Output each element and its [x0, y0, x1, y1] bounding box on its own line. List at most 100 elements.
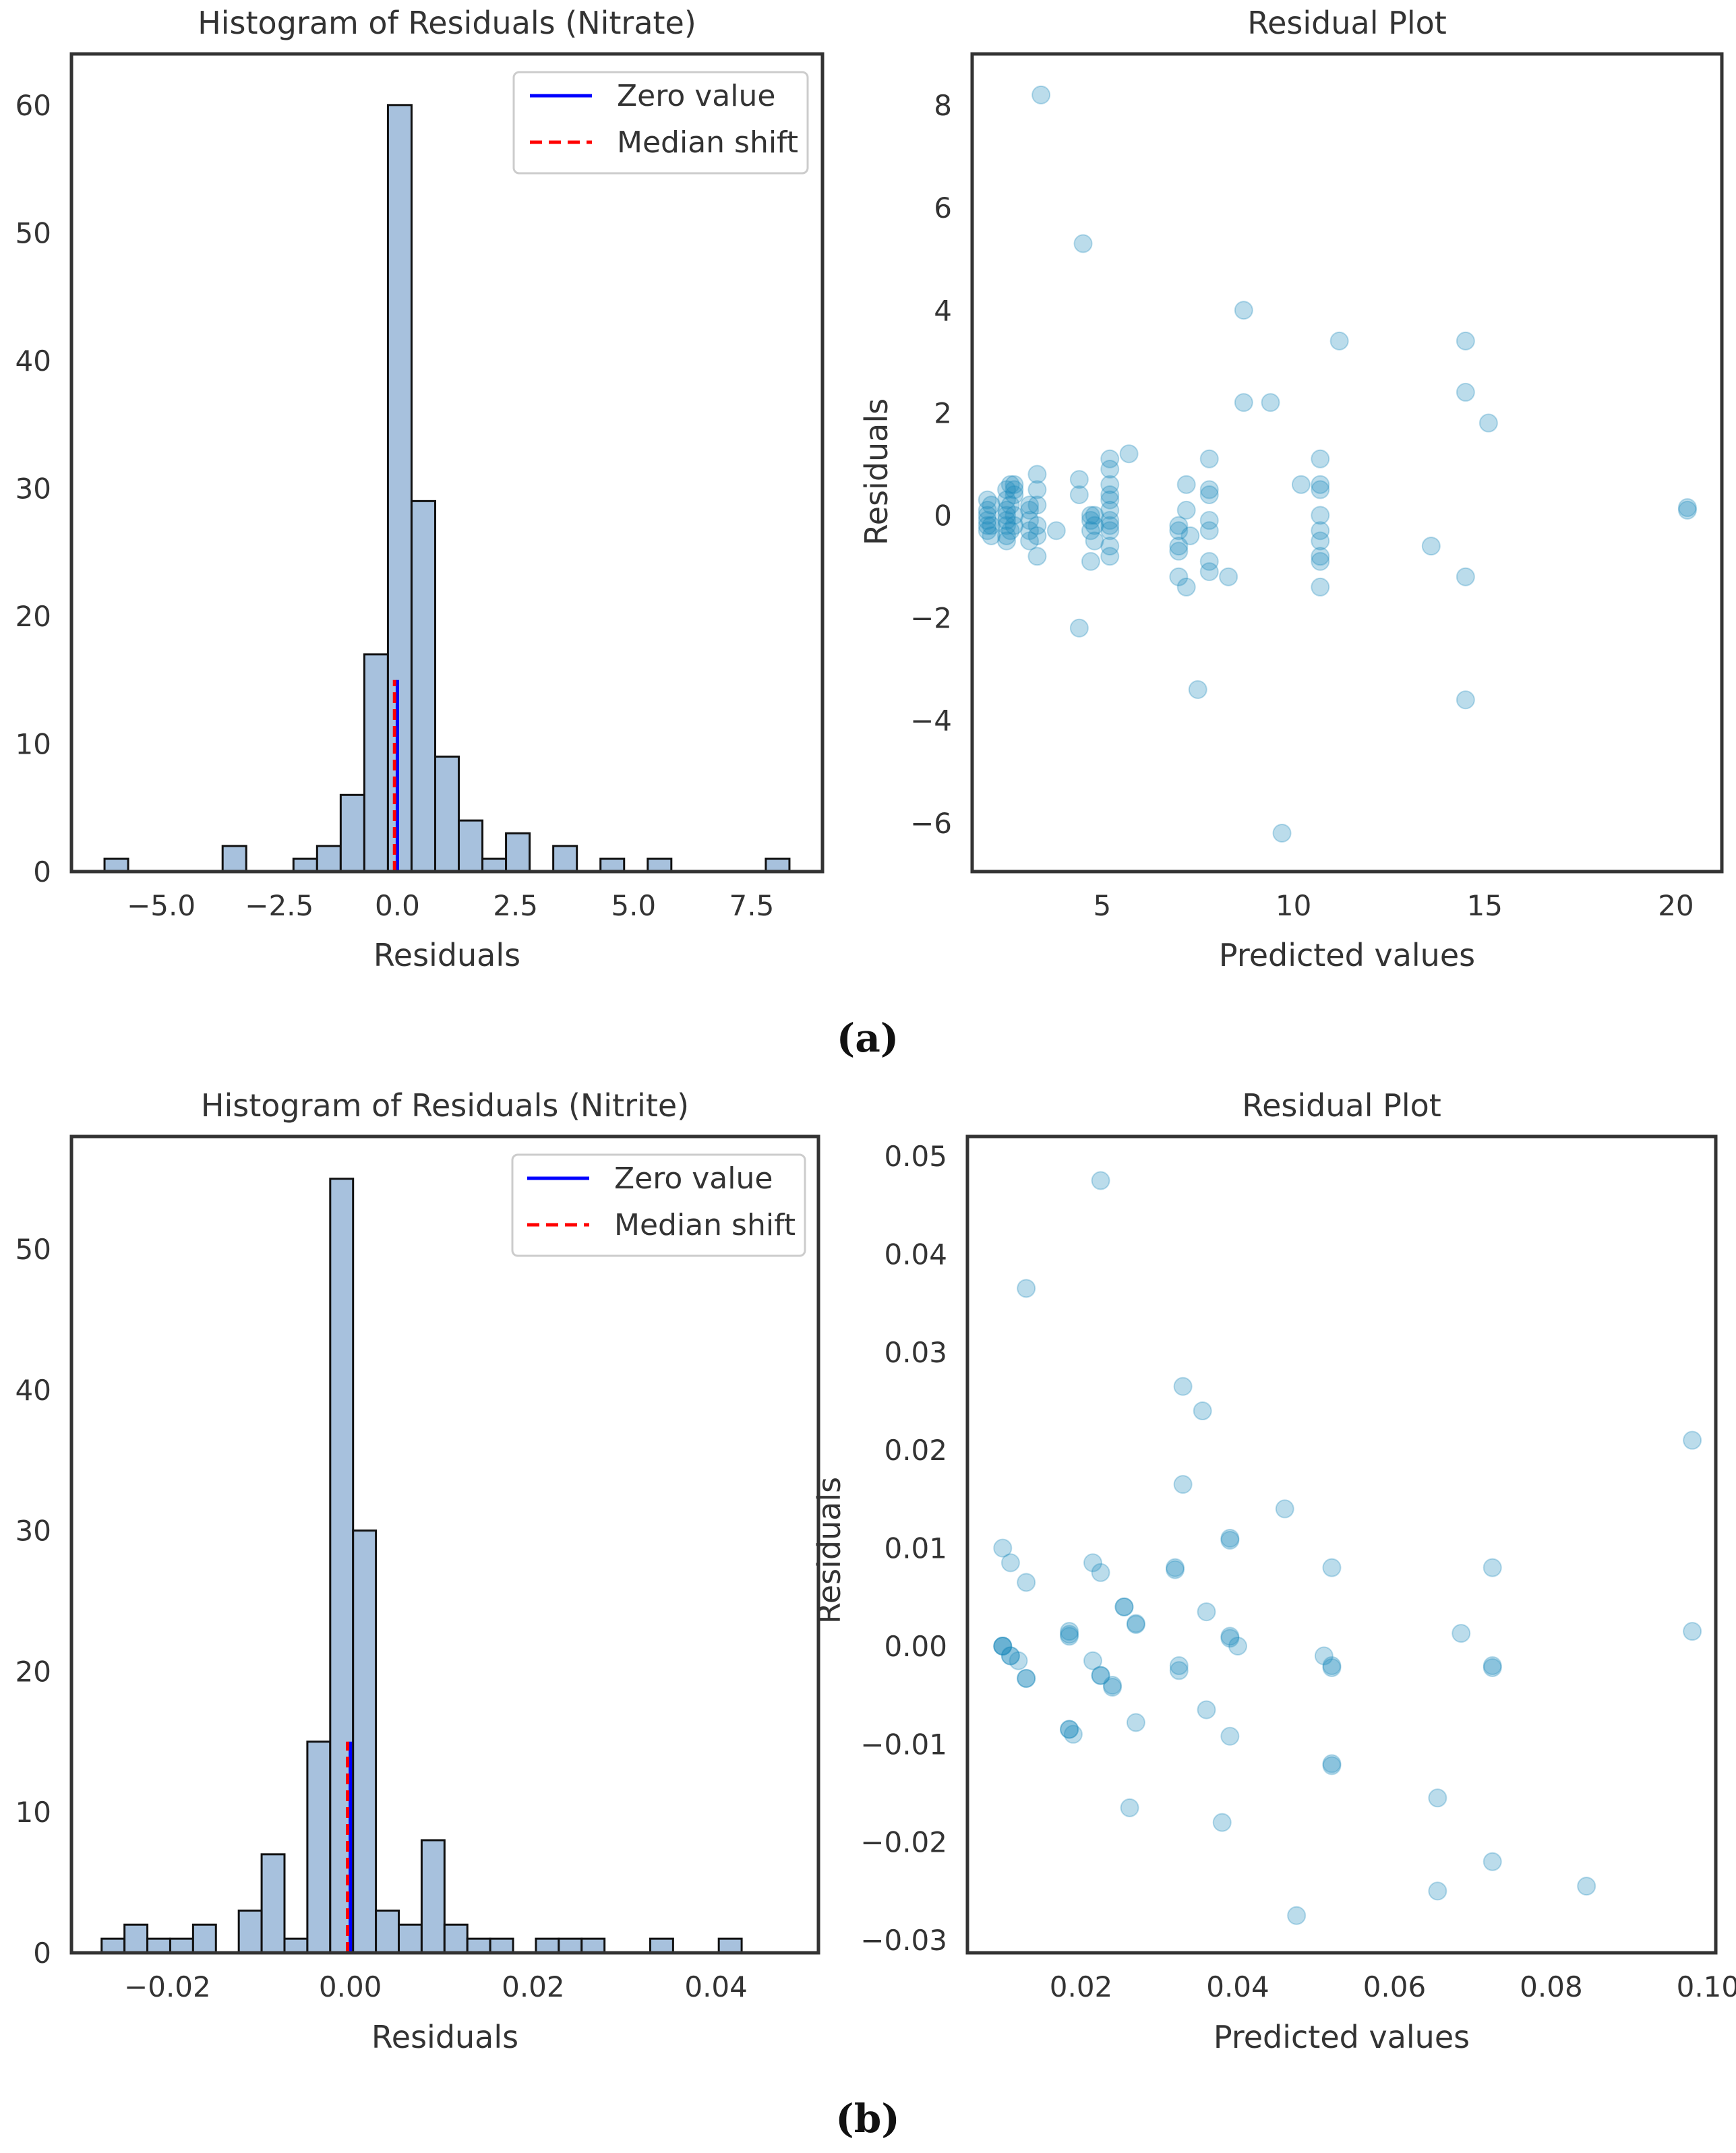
- scatter-point: [1199, 511, 1219, 530]
- histogram-bar: [260, 1853, 286, 1954]
- scatter-point: [1683, 1430, 1702, 1450]
- scatter-nitrate-y-ticks: −6 −4 −2 0 2 4 6 8: [910, 89, 952, 840]
- histogram-bar: [306, 1740, 332, 1954]
- scatter-point: [1069, 618, 1089, 638]
- histogram-bar: [717, 1937, 743, 1954]
- scatter-point: [1083, 1651, 1102, 1670]
- histogram-bar: [489, 1937, 514, 1954]
- scatter-point: [1100, 449, 1120, 468]
- scatter-point: [1020, 521, 1040, 541]
- scatter-point: [1166, 1560, 1185, 1579]
- y-tick-label: 0.05: [884, 1140, 947, 1173]
- scatter-point: [1126, 1614, 1145, 1633]
- legend-median-shift-label: Median shift: [617, 125, 798, 160]
- scatter-point: [982, 495, 1001, 515]
- scatter-point: [1091, 1563, 1110, 1582]
- scatter-point: [1483, 1658, 1502, 1677]
- scatter-point: [1126, 1614, 1145, 1634]
- scatter-point: [1100, 511, 1120, 530]
- scatter-point: [1451, 1624, 1471, 1643]
- scatter-point: [997, 516, 1017, 535]
- scatter-point: [1169, 521, 1189, 541]
- histogram-bar: [316, 845, 342, 873]
- scatter-point: [1009, 1651, 1028, 1670]
- histogram-bar: [103, 857, 129, 873]
- histogram-bar: [292, 857, 318, 873]
- hist-nitrate-title: Histogram of Residuals (Nitrate): [198, 5, 696, 41]
- y-tick-label: 60: [16, 89, 51, 122]
- y-tick-label: 0.01: [884, 1532, 947, 1565]
- y-tick-label: 0.00: [884, 1630, 947, 1663]
- scatter-point: [1173, 1475, 1193, 1494]
- scatter-point: [1220, 1529, 1240, 1548]
- histogram-bar: [558, 1937, 583, 1954]
- scatter-point: [1063, 1724, 1083, 1744]
- scatter-point: [1483, 1852, 1502, 1871]
- scatter-point: [1176, 500, 1196, 520]
- scatter-point: [1456, 382, 1475, 402]
- scatter-nitrite-axes-frame: [965, 1134, 1718, 1955]
- scatter-point: [1234, 301, 1253, 320]
- scatter-point: [1091, 1666, 1110, 1685]
- scatter-point: [1176, 475, 1196, 494]
- x-tick-label: 0.10: [1677, 1970, 1736, 2003]
- scatter-point: [1031, 85, 1051, 104]
- hist-nitrate-axes-frame: [69, 52, 825, 874]
- scatter-point: [1169, 541, 1189, 561]
- x-tick-label: 0.06: [1363, 1970, 1427, 2003]
- scatter-nitrite-y-ticks: −0.03 −0.02 −0.01 0.00 0.01 0.02 0.03 0.04 0.05: [860, 1140, 947, 1957]
- histogram-bar: [169, 1937, 194, 1954]
- scatter-point: [1081, 511, 1100, 530]
- histogram-bar: [191, 1923, 217, 1954]
- scatter-point: [1220, 1726, 1240, 1746]
- scatter-point: [1017, 1668, 1036, 1688]
- histogram-bar: [443, 1923, 469, 1954]
- scatter-point: [1311, 521, 1330, 541]
- scatter-point: [1212, 1813, 1232, 1832]
- y-tick-label: −2: [910, 602, 952, 635]
- scatter-point: [1478, 413, 1498, 433]
- scatter-point: [1005, 506, 1024, 525]
- scatter-point: [1188, 680, 1207, 700]
- histogram-bar: [123, 1923, 149, 1954]
- scatter-point: [1483, 1558, 1502, 1577]
- x-tick-label: 0.02: [1050, 1970, 1113, 2003]
- scatter-point: [993, 1636, 1013, 1656]
- scatter-point: [993, 1636, 1013, 1656]
- y-tick-label: 0: [33, 1937, 51, 1970]
- x-tick-label: 5: [1094, 889, 1112, 922]
- scatter-point: [1483, 1656, 1502, 1676]
- scatter-point: [1197, 1602, 1216, 1622]
- scatter-point: [1311, 531, 1330, 551]
- scatter-point: [1114, 1597, 1134, 1616]
- scatter-point: [1060, 1720, 1079, 1739]
- scatter-point: [1060, 1720, 1079, 1739]
- y-tick-label: 30: [16, 1515, 51, 1548]
- histogram-bar: [420, 1839, 446, 1954]
- scatter-point: [1219, 567, 1238, 586]
- scatter-point: [1421, 537, 1441, 556]
- histogram-bar: [647, 857, 673, 873]
- scatter-point: [997, 511, 1017, 530]
- scatter-point: [1287, 1906, 1307, 1925]
- histogram-bar: [339, 793, 365, 873]
- scatter-point: [1060, 1625, 1079, 1644]
- scatter-point: [1120, 1798, 1139, 1817]
- scatter-point: [1199, 562, 1219, 582]
- y-tick-label: 4: [934, 294, 952, 327]
- scatter-nitrite-points: [993, 1171, 1702, 1925]
- panel-label-a: (a): [837, 1015, 899, 1061]
- scatter-point: [978, 521, 997, 541]
- scatter-point: [1027, 516, 1047, 535]
- scatter-point: [1314, 1646, 1334, 1666]
- scatter-point: [993, 1538, 1013, 1558]
- scatter-point: [1228, 1636, 1247, 1656]
- y-tick-label: −6: [910, 807, 952, 840]
- hist-nitrite-axes-frame: [69, 1134, 820, 1955]
- x-tick-label: 2.5: [493, 889, 538, 922]
- scatter-point: [997, 526, 1017, 545]
- x-tick-label: 0.02: [502, 1970, 565, 2003]
- y-tick-label: 0.03: [884, 1336, 947, 1369]
- histogram-bar: [765, 857, 791, 873]
